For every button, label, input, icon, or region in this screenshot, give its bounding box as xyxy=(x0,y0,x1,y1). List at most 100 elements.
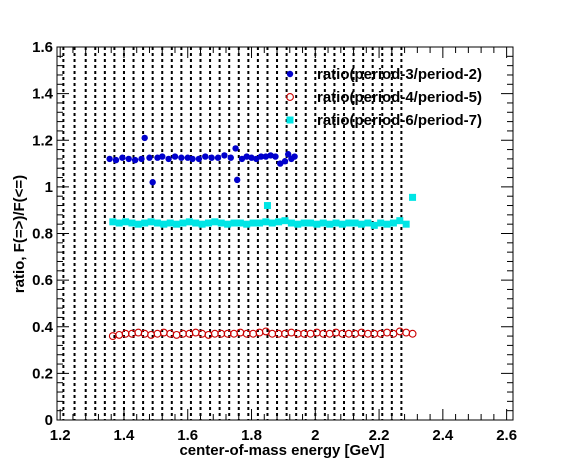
data-point xyxy=(185,218,193,226)
data-point xyxy=(351,329,360,338)
data-point xyxy=(173,220,181,228)
data-point xyxy=(131,156,139,164)
x-tick-label: 2 xyxy=(311,427,319,444)
data-point xyxy=(166,329,175,338)
data-point xyxy=(208,154,215,161)
data-point xyxy=(115,330,124,339)
x-tick-label: 1.4 xyxy=(114,427,136,444)
data-point xyxy=(257,153,265,160)
data-point xyxy=(402,220,410,228)
data-point xyxy=(232,145,239,152)
data-point xyxy=(344,329,353,338)
data-point xyxy=(146,154,153,161)
data-point xyxy=(184,154,191,161)
y-tick-label: 0.2 xyxy=(32,365,53,382)
data-point xyxy=(332,328,340,337)
data-point xyxy=(263,202,271,210)
data-point xyxy=(214,154,222,161)
data-point xyxy=(249,329,258,338)
data-point xyxy=(153,329,162,338)
y-tick-label: 1.2 xyxy=(32,132,53,149)
data-point xyxy=(238,155,246,163)
data-point xyxy=(179,219,187,227)
plot-frame xyxy=(56,46,514,421)
data-point xyxy=(357,328,366,337)
data-point xyxy=(351,219,359,227)
legend-label: ratio(period-6/period-7) xyxy=(317,112,482,129)
data-point xyxy=(160,220,168,228)
data-point xyxy=(227,154,234,161)
y-tick-label: 1.4 xyxy=(32,86,54,103)
data-point xyxy=(140,329,149,338)
data-point xyxy=(141,219,149,227)
legend-marker xyxy=(286,93,294,101)
data-point xyxy=(262,218,270,226)
data-point xyxy=(128,219,136,227)
data-point xyxy=(389,219,397,227)
data-point xyxy=(389,329,398,338)
data-point xyxy=(202,153,209,160)
data-point xyxy=(281,158,289,165)
data-point xyxy=(287,219,295,227)
data-point xyxy=(211,218,219,226)
data-point xyxy=(262,153,270,160)
data-point xyxy=(396,217,404,225)
data-point xyxy=(115,219,123,227)
data-point xyxy=(281,329,289,338)
y-tick-label: 1.6 xyxy=(32,39,53,56)
data-point xyxy=(358,220,366,228)
data-point xyxy=(267,152,274,159)
data-point xyxy=(141,134,148,142)
data-point xyxy=(287,328,296,337)
x-tick-label: 1.2 xyxy=(50,427,71,444)
data-point xyxy=(293,329,302,338)
data-point xyxy=(210,329,219,338)
data-point xyxy=(272,153,279,160)
data-point xyxy=(171,153,179,160)
data-point xyxy=(112,156,120,164)
data-point xyxy=(134,220,142,228)
tick-labels: 1.2 1.4 1.6 1.8 2 2.2 2.4 2.6 0 0.2 0.4 0.6 0.8 1 1.2 1… xyxy=(32,39,517,444)
data-point xyxy=(165,155,172,163)
data-point xyxy=(383,328,391,337)
y-tick-label: 0.6 xyxy=(32,272,53,289)
data-point xyxy=(230,329,238,338)
vertical-dotted-lines xyxy=(62,47,403,420)
x-tick-label: 2.6 xyxy=(496,427,517,444)
data-point xyxy=(147,218,155,226)
y-tick-label: 1 xyxy=(45,179,53,196)
data-point xyxy=(195,155,203,163)
data-point xyxy=(319,329,328,338)
data-point xyxy=(268,219,276,227)
data-point xyxy=(223,329,232,338)
data-point xyxy=(192,219,200,227)
data-point xyxy=(363,329,372,338)
data-point xyxy=(255,219,263,227)
data-point xyxy=(198,220,206,228)
data-point xyxy=(125,155,132,163)
data-point xyxy=(149,179,156,186)
data-point xyxy=(243,153,250,160)
legend-label: ratio(period-4/period-5) xyxy=(317,89,482,106)
data-point xyxy=(127,329,136,338)
data-point xyxy=(319,219,327,227)
data-point xyxy=(274,329,283,338)
data-point xyxy=(275,218,283,226)
data-point xyxy=(185,329,194,338)
data-point xyxy=(236,219,244,227)
data-point xyxy=(204,219,212,227)
data-point xyxy=(153,219,161,227)
data-point xyxy=(255,328,264,337)
x-tick-label: 1.6 xyxy=(177,427,198,444)
data-point xyxy=(233,176,241,184)
x-tick-label: 1.8 xyxy=(241,427,262,444)
data-point xyxy=(242,329,251,338)
data-point xyxy=(198,329,207,338)
data-point xyxy=(253,155,260,163)
data-point xyxy=(402,328,411,337)
data-point xyxy=(284,151,292,158)
data-point xyxy=(236,328,245,337)
y-axis-title: ratio, F(=>)/F(<=) xyxy=(11,175,28,293)
data-point xyxy=(172,330,181,339)
